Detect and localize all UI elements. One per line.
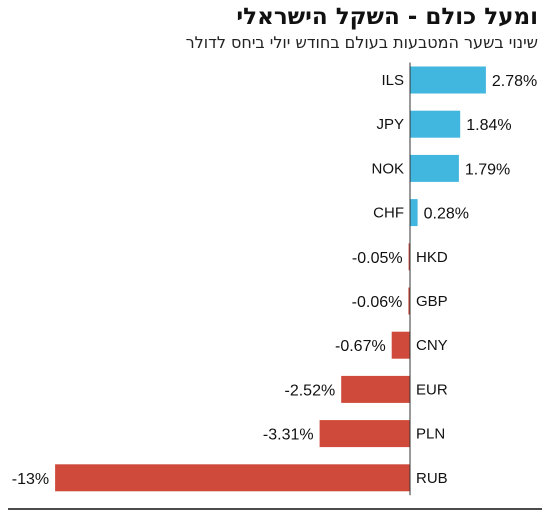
value-label: -2.52% (285, 382, 336, 399)
category-label: GBP (416, 293, 448, 310)
value-label: 1.79% (465, 161, 510, 178)
chart-subtitle: שינוי בשער המטבעות בעולם בחודש יולי ביחס… (185, 33, 538, 52)
category-label: RUB (416, 470, 448, 487)
bar-nok (410, 154, 459, 182)
category-label: ILS (381, 72, 404, 89)
bar-hkd (408, 243, 411, 271)
value-label: -0.06% (352, 294, 403, 311)
category-label: HKD (416, 249, 448, 266)
value-label: 0.28% (424, 206, 469, 223)
bar-cny (391, 331, 410, 359)
value-label: 1.84% (466, 117, 511, 134)
category-label: EUR (416, 381, 448, 398)
category-label: CHF (373, 205, 404, 222)
chart-title: ומעל כולם - השקל הישראלי (236, 4, 538, 30)
category-label: CNY (416, 337, 448, 354)
bar-chf (410, 199, 418, 227)
bar-pln (319, 420, 410, 448)
bar-jpy (410, 110, 461, 138)
value-label: -13% (12, 471, 49, 488)
bar-rub (55, 464, 410, 492)
value-label: 2.78% (492, 73, 537, 90)
bar-eur (341, 375, 410, 403)
category-label: NOK (371, 160, 404, 177)
category-label: PLN (416, 426, 445, 443)
bar-gbp (408, 287, 410, 315)
bar-ils (410, 66, 486, 94)
category-label: JPY (376, 116, 404, 133)
value-label: -3.31% (263, 427, 314, 444)
value-label: -0.67% (335, 338, 386, 355)
value-label: -0.05% (352, 250, 403, 267)
